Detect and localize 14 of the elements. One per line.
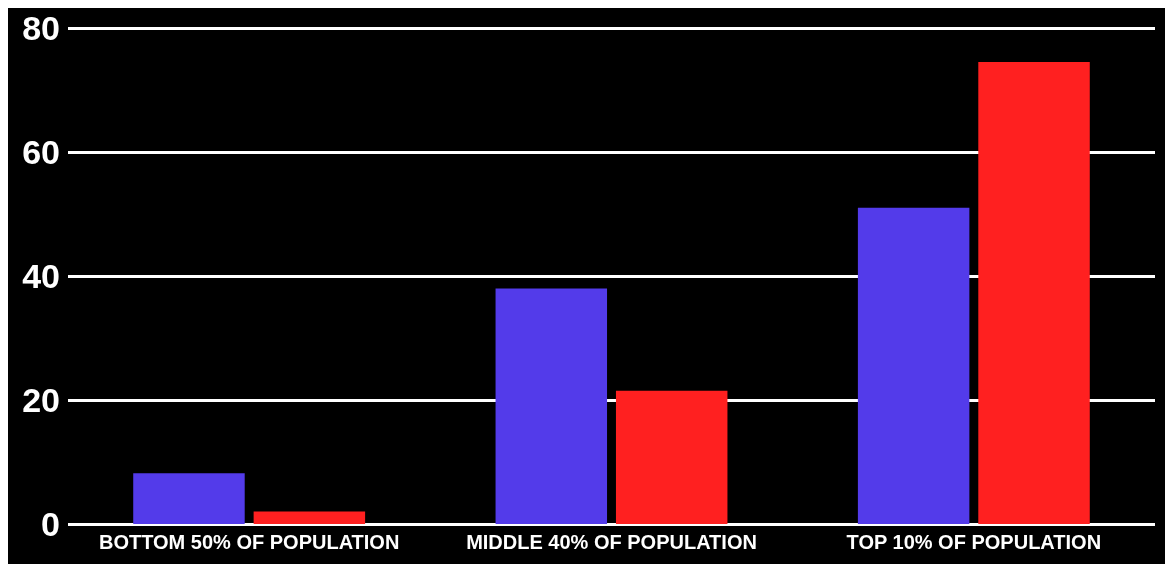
x-tick-label: TOP 10% OF POPULATION [846,531,1102,553]
y-tick-label: 40 [22,257,60,295]
bar [253,511,366,524]
x-tick-label: MIDDLE 40% OF POPULATION [466,531,757,553]
y-tick-label: 0 [41,505,60,543]
bar [495,288,608,524]
bar [615,390,728,524]
bar [978,62,1090,524]
bar [857,207,970,524]
y-tick-label: 80 [22,9,60,47]
x-tick-label: BOTTOM 50% OF POPULATION [98,531,400,553]
y-tick-label: 20 [22,381,60,419]
y-tick-label: 60 [22,133,60,171]
bar [133,473,245,524]
